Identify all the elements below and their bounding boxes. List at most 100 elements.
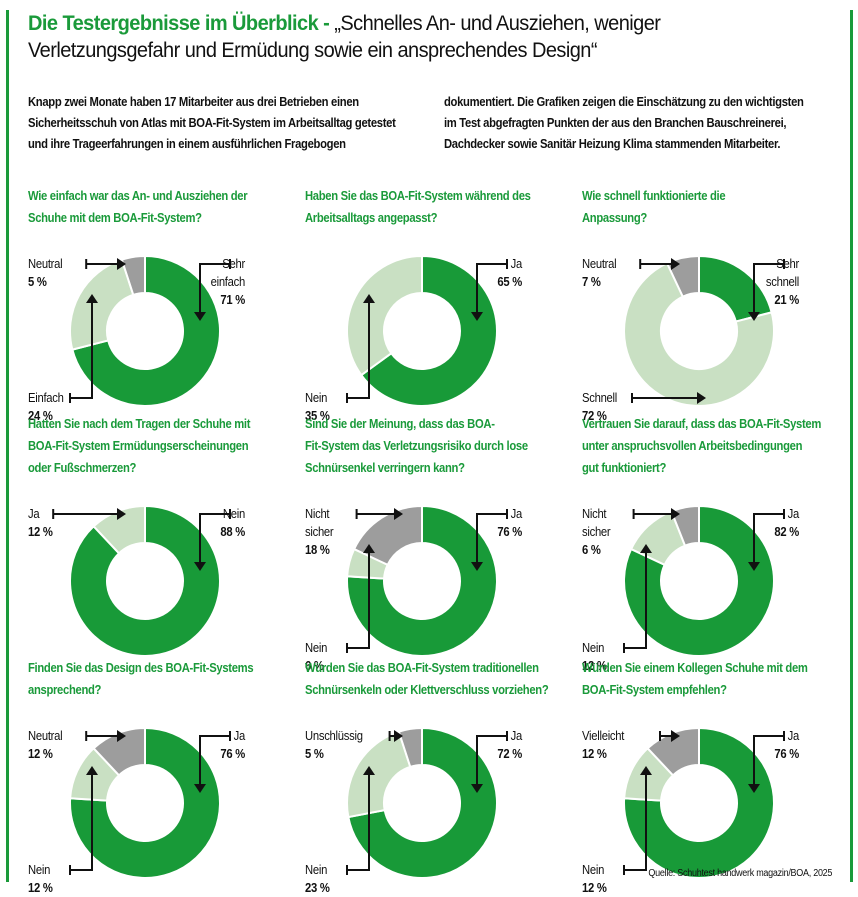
arrow-right-icon [671, 508, 680, 520]
intro-text-left: Knapp zwei Monate haben 17 Mitarbeiter a… [28, 92, 396, 155]
intro-text-right: dokumentiert. Die Grafiken zeigen die Ei… [444, 92, 804, 155]
chart-question-line: Anpassung? [582, 211, 647, 225]
slice-percentage: 12 % [582, 659, 607, 673]
slice-percentage: 12 % [582, 881, 607, 895]
arrow-up-icon [86, 766, 98, 775]
slice-label-nein: Nein 23 % [305, 861, 330, 897]
slice-label-neutral: Neutral 12 % [28, 727, 63, 763]
slice-label-neutral: Neutral 5 % [28, 255, 63, 291]
arrow-up-icon [640, 544, 652, 553]
slice-label-sehr-einfach: Sehr einfach 71 % [173, 255, 246, 309]
slice-percentage: 6 % [305, 659, 324, 673]
donut-slice-neutral [120, 254, 146, 297]
donut-chart-panel: Würden Sie das BOA-Fit-System traditione… [305, 657, 585, 897]
intro-line: und ihre Trageerfahrungen in einem ausfü… [28, 137, 346, 151]
chart-question-line: Schnürsenkel verringern kann? [305, 461, 465, 475]
arrow-up-icon [363, 766, 375, 775]
leader-line [199, 735, 230, 784]
arrow-down-icon [748, 312, 760, 321]
arrow-down-icon [194, 784, 206, 793]
slice-label-name: Nein [582, 863, 605, 877]
donut-slice-einfach [69, 258, 135, 351]
chart-question-line: Würden Sie einem Kollegen Schuhe mit dem [582, 661, 808, 675]
leader-line [347, 553, 370, 649]
leader-line [347, 303, 370, 399]
slice-label-ja: Ja 82 % [727, 505, 799, 541]
right-border-line [850, 10, 853, 882]
slice-label-name: Ja [233, 729, 246, 743]
arrow-right-icon [671, 258, 680, 270]
left-border-line [6, 10, 9, 882]
leader-line [199, 263, 230, 312]
donut-chart-panel: Wie schnell funktionierte die Anpassung? S… [582, 185, 858, 425]
donut-slice-ja [347, 726, 498, 879]
donut-slice-ja [92, 504, 146, 555]
leader-line [476, 513, 507, 562]
slice-label-name: Nicht [582, 507, 607, 521]
slice-percentage: 18 % [305, 543, 330, 557]
slice-label-nicht-sicher: Nicht sicher 6 % [582, 505, 611, 559]
chart-question-line: ansprechend? [28, 683, 102, 697]
slice-label-ja: Ja 65 % [450, 255, 522, 291]
slice-label-ja: Ja 76 % [173, 727, 245, 763]
slice-label-name: Nein [582, 641, 605, 655]
arrow-down-icon [471, 784, 483, 793]
source-credit: Quelle: Schuhtest handwerk magazin/BOA, … [648, 868, 832, 879]
slice-percentage: 6 % [582, 543, 601, 557]
leader-line [347, 775, 370, 871]
slice-percentage: 12 % [28, 747, 53, 761]
arrow-down-icon [471, 562, 483, 571]
slice-label-ja: Ja 72 % [450, 727, 522, 763]
slice-percentage: 76 % [774, 747, 799, 761]
chart-question-line: Wie schnell funktionierte die [582, 189, 726, 203]
slice-label-name: Ja [28, 507, 40, 521]
slice-label-nein: Nein 88 % [173, 505, 245, 541]
slice-label-name: Unschlüssig [305, 729, 363, 743]
leader-line [476, 263, 507, 312]
chart-question-line: gut funktioniert? [582, 461, 667, 475]
chart-question-line: Vertrauen Sie darauf, dass das BOA-Fit-S… [582, 417, 822, 431]
leader-line [753, 735, 784, 784]
donut-slice-schnell [623, 261, 775, 407]
leader-line [70, 775, 93, 871]
arrow-down-icon [194, 312, 206, 321]
arrow-up-icon [363, 294, 375, 303]
slice-label-name: Neutral [582, 257, 617, 271]
chart-question-line: unter anspruchsvollen Arbeitsbedingungen [582, 439, 803, 453]
slice-label-name: schnell [765, 275, 799, 289]
donut-chart-panel: Hatten Sie nach dem Tragen der Schuhe mi… [28, 413, 308, 657]
donut-chart-panel: Sind Sie der Meinung, dass das BOA- Fit-S… [305, 413, 585, 673]
slice-label-name: sicher [582, 525, 611, 539]
donut-slice-nicht-sicher [670, 504, 700, 547]
slice-percentage: 88 % [220, 525, 245, 539]
slice-label-sehr-schnell: Sehr schnell 21 % [727, 255, 799, 309]
slice-label-einfach: Einfach 24 % [28, 389, 64, 425]
slice-label-nicht-sicher: Nicht sicher 18 % [305, 505, 334, 559]
slice-label-name: Einfach [28, 391, 64, 405]
slice-label-name: Ja [510, 507, 523, 521]
donut-chart [623, 726, 785, 879]
title-highlight: Die Testergebnisse im Überblick - [28, 11, 335, 35]
slice-percentage: 5 % [305, 747, 324, 761]
chart-question-line: Sind Sie der Meinung, dass das BOA- [305, 417, 495, 431]
slice-percentage: 76 % [220, 747, 245, 761]
slice-label-ja: Ja 76 % [450, 505, 522, 541]
slice-label-name: Nein [305, 641, 328, 655]
slice-percentage: 7 % [582, 275, 601, 289]
chart-question-line: Fit-System das Verletzungsrisiko durch l… [305, 439, 528, 453]
slice-percentage: 82 % [774, 525, 799, 539]
chart-question-line: oder Fußschmerzen? [28, 461, 137, 475]
arrow-down-icon [748, 562, 760, 571]
slice-label-name: Nein [222, 507, 245, 521]
donut-chart [623, 504, 785, 657]
arrow-up-icon [86, 294, 98, 303]
chart-question: Wie einfach war das An- und Ausziehen de… [28, 185, 289, 229]
slice-percentage: 76 % [497, 525, 522, 539]
slice-label-nein: Nein 6 % [305, 639, 327, 675]
chart-question: Hatten Sie nach dem Tragen der Schuhe mi… [28, 413, 289, 479]
slice-percentage: 72 % [582, 409, 607, 423]
arrow-right-icon [394, 730, 403, 742]
slice-percentage: 72 % [497, 747, 522, 761]
leader-line [199, 513, 230, 562]
title-quote-line2: Verletzungsgefahr und Ermüdung sowie ein… [28, 38, 598, 62]
